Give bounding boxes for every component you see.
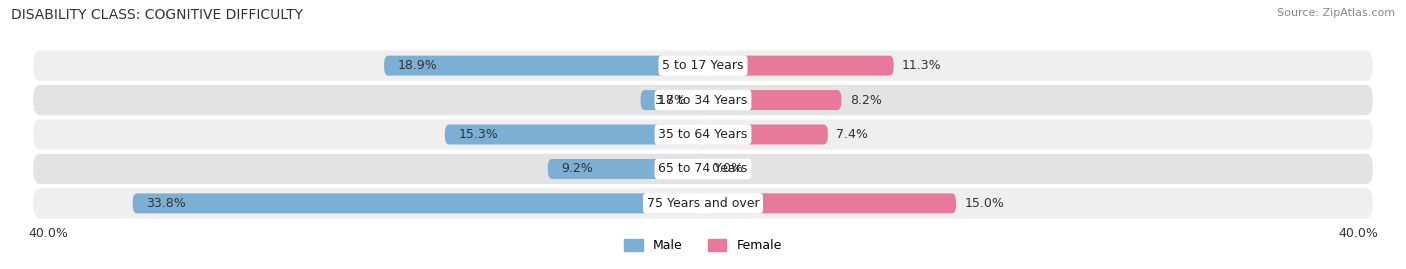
FancyBboxPatch shape bbox=[444, 125, 703, 144]
Text: DISABILITY CLASS: COGNITIVE DIFFICULTY: DISABILITY CLASS: COGNITIVE DIFFICULTY bbox=[11, 8, 304, 22]
FancyBboxPatch shape bbox=[703, 90, 841, 110]
FancyBboxPatch shape bbox=[34, 188, 1372, 218]
Text: 18 to 34 Years: 18 to 34 Years bbox=[658, 94, 748, 107]
Text: 65 to 74 Years: 65 to 74 Years bbox=[658, 162, 748, 175]
FancyBboxPatch shape bbox=[34, 85, 1372, 115]
Text: Source: ZipAtlas.com: Source: ZipAtlas.com bbox=[1277, 8, 1395, 18]
Text: 75 Years and over: 75 Years and over bbox=[647, 197, 759, 210]
Text: 15.3%: 15.3% bbox=[458, 128, 498, 141]
Text: 7.4%: 7.4% bbox=[837, 128, 868, 141]
FancyBboxPatch shape bbox=[703, 125, 828, 144]
FancyBboxPatch shape bbox=[548, 159, 703, 179]
FancyBboxPatch shape bbox=[34, 51, 1372, 81]
FancyBboxPatch shape bbox=[703, 193, 956, 213]
Text: 35 to 64 Years: 35 to 64 Years bbox=[658, 128, 748, 141]
Text: 33.8%: 33.8% bbox=[146, 197, 186, 210]
FancyBboxPatch shape bbox=[384, 56, 703, 76]
Text: 40.0%: 40.0% bbox=[1339, 228, 1378, 240]
Text: 8.2%: 8.2% bbox=[849, 94, 882, 107]
Legend: Male, Female: Male, Female bbox=[619, 234, 787, 257]
FancyBboxPatch shape bbox=[132, 193, 703, 213]
Text: 0.0%: 0.0% bbox=[711, 162, 744, 175]
FancyBboxPatch shape bbox=[703, 56, 894, 76]
FancyBboxPatch shape bbox=[34, 154, 1372, 184]
FancyBboxPatch shape bbox=[34, 119, 1372, 150]
Text: 11.3%: 11.3% bbox=[903, 59, 942, 72]
FancyBboxPatch shape bbox=[641, 90, 703, 110]
Text: 5 to 17 Years: 5 to 17 Years bbox=[662, 59, 744, 72]
Text: 9.2%: 9.2% bbox=[561, 162, 593, 175]
Text: 15.0%: 15.0% bbox=[965, 197, 1004, 210]
Text: 40.0%: 40.0% bbox=[28, 228, 67, 240]
Text: 18.9%: 18.9% bbox=[398, 59, 437, 72]
Text: 3.7%: 3.7% bbox=[654, 94, 686, 107]
